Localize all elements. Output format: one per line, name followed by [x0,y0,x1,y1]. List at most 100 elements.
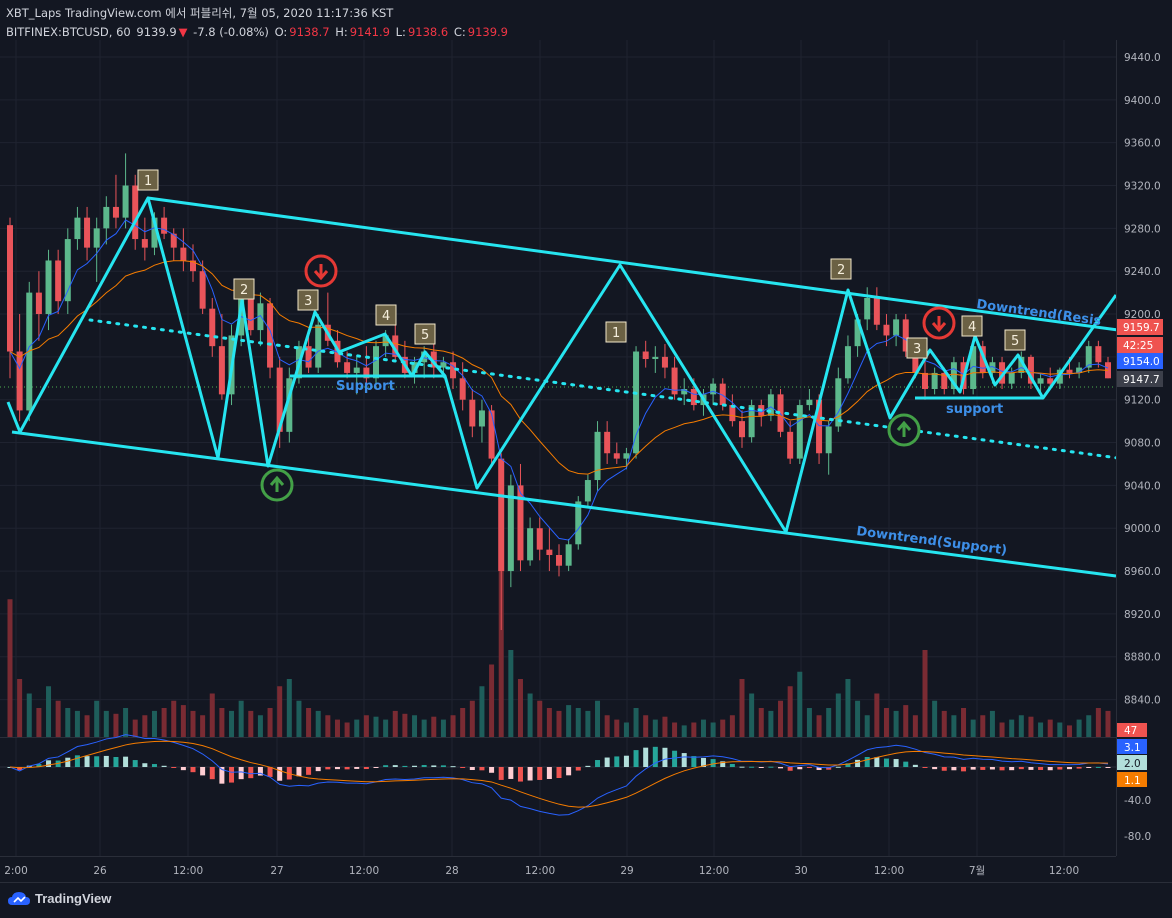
volume-bar [17,679,23,737]
macd-hist-bar [113,757,119,767]
volume-bar [508,650,514,737]
candle-body [93,228,100,248]
last-price: 9139.9 [136,25,177,39]
price-tick: 9120.0 [1124,395,1161,407]
candle-body [1047,378,1054,384]
macd-hist-bar [209,767,215,780]
volume-bar [643,715,649,737]
macd-hist-bar [65,757,71,767]
volume-badge [1117,723,1147,737]
volume-bar [26,693,32,737]
volume-bar [604,715,610,737]
candle-body [161,217,168,234]
candle-body [767,394,774,416]
volume-bar [806,708,812,737]
candle-body [950,362,957,389]
time-tick: 12:00 [699,865,729,877]
candle-body [209,308,216,347]
volume-bar [296,700,302,737]
candle-body [517,485,524,561]
down-arrow-icon: ▼ [178,25,188,39]
price-tick: 9080.0 [1124,438,1161,450]
macd-hist-bar [1095,766,1101,768]
macd-hist-bar [932,767,938,770]
candle-body [777,394,784,432]
time-tick: 12:00 [349,865,379,877]
candle-body [469,399,476,427]
macd-hist-bar [691,756,697,767]
point-2-mid-box [830,258,852,280]
volume-bar [623,722,629,737]
macd-hist-bar [980,767,986,770]
candle-body [1008,372,1015,384]
volume-bar [787,686,793,737]
macd-hist-bar [604,757,610,767]
volume-bar [219,708,225,737]
time-tick: 12:00 [525,865,555,877]
point-4-left-box [375,304,397,326]
candle-body [218,346,225,395]
symbol-label[interactable]: BITFINEX:BTCUSD, 60 [6,25,131,39]
price-tick: 9440.0 [1124,52,1161,64]
candle-body [190,260,196,272]
macd-hist-bar [74,755,80,767]
macd-hist-bar [758,767,764,768]
ma-slow-line [9,260,1109,475]
candle-body [267,303,274,368]
volume-bar [306,708,312,737]
macd-hist-bar [1028,767,1034,770]
price-tick: 9200.0 [1124,309,1161,321]
macd-hist-bar [778,767,784,769]
candle-body [112,206,119,218]
macd-hist-bar [46,760,52,767]
high-label: H: [335,25,348,39]
volume-bar [989,710,995,737]
volume-bar [248,710,254,737]
point-3-left-text: 3 [304,294,312,309]
volume-bar [595,700,601,737]
price-tick: 8840.0 [1124,695,1161,707]
candle-body [392,335,399,357]
candle-body [556,555,562,566]
footer-bar: TradingView [0,882,1172,918]
macd-hist-bar [1018,767,1024,770]
macd-hist-bar [720,761,726,767]
macd-hist-bar [238,767,244,780]
candle-body [902,319,909,352]
volume-bar [479,686,485,737]
volume-bar [325,715,331,737]
price-tick: 9240.0 [1124,266,1161,278]
volume-bars [0,563,1116,738]
macd-hist-bar [190,767,196,773]
candle-body [931,372,938,389]
candle-body [864,297,871,320]
macd-hist-bar [257,767,263,776]
volume-bar [65,708,71,737]
macd-hist-bar [922,767,928,768]
candle-body [1095,346,1102,363]
volume-bar [180,705,186,737]
volume-bar [286,679,292,737]
candle-body [652,356,659,360]
volume-bar [209,693,215,737]
macd-hist-bar [672,750,678,767]
candle-body [536,528,543,550]
price-tick: 9400.0 [1124,95,1161,107]
volume-bar [489,664,495,737]
volume-bar [970,719,976,737]
volume-bar [739,679,745,737]
volume-bar [315,710,321,737]
volume-bar [171,700,177,737]
volume-bar [74,710,80,737]
open-value: 9138.7 [289,25,330,39]
volume-bar [450,715,456,737]
macd-hist-bar [440,765,446,767]
tradingview-logo[interactable]: TradingView [8,891,111,906]
macd-hist-bar [460,767,466,768]
volume-bar [768,710,774,737]
volume-bar [151,710,157,737]
volume-bar [672,722,678,737]
volume-bar [7,599,13,737]
candle-body [363,367,370,379]
